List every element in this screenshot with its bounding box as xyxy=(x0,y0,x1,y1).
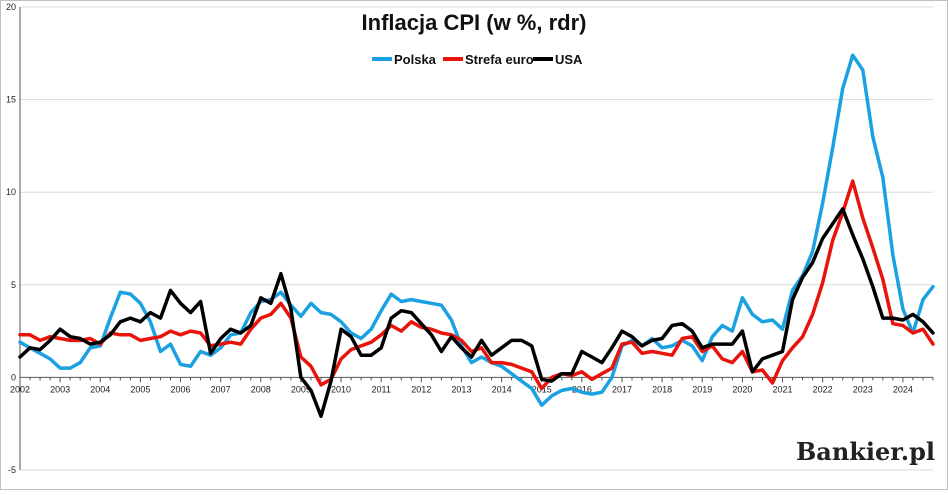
y-tick-label: 10 xyxy=(6,187,16,197)
axes: -5 0 5 10 15 20 2002 2003 2004 2005 2006 2007 2008 20… xyxy=(6,2,934,475)
series-line-polska xyxy=(18,53,935,407)
x-tick-label: 2012 xyxy=(411,384,431,394)
x-tick-label: 2023 xyxy=(853,384,873,394)
legend-label: USA xyxy=(555,52,583,67)
x-tick-label: 2008 xyxy=(251,384,271,394)
x-tick-label: 2013 xyxy=(451,384,471,394)
x-tick-label: 2007 xyxy=(211,384,231,394)
x-tick-label: 2020 xyxy=(732,384,752,394)
x-tick-label: 2017 xyxy=(612,384,632,394)
series-line-usa xyxy=(18,207,935,419)
x-tick-label: 2003 xyxy=(50,384,70,394)
y-tick-label: -5 xyxy=(8,465,16,475)
legend: Polska Strefa euro USA xyxy=(372,52,583,67)
legend-label: Polska xyxy=(394,52,437,67)
x-tick-label: 2018 xyxy=(652,384,672,394)
x-tick-label: 2005 xyxy=(130,384,150,394)
grid-lines xyxy=(20,6,933,471)
x-tick-label: 2010 xyxy=(331,384,351,394)
x-tick-label: 2016 xyxy=(572,384,592,394)
series-lines xyxy=(18,53,935,419)
x-tick-label: 2002 xyxy=(10,384,30,394)
x-tick-label: 2009 xyxy=(291,384,311,394)
x-tick-label: 2004 xyxy=(90,384,110,394)
x-tick-label: 2011 xyxy=(372,384,391,394)
brand-logo: Bankier.pl xyxy=(796,437,935,466)
y-tick-label: 0 xyxy=(11,372,16,382)
x-tick-label: 2022 xyxy=(813,384,833,394)
x-tick-label: 2014 xyxy=(492,384,512,394)
x-tick-label: 2006 xyxy=(171,384,191,394)
x-tick-label: 2021 xyxy=(772,384,792,394)
legend-label: Strefa euro xyxy=(465,52,534,67)
y-tick-label: 5 xyxy=(11,280,16,290)
x-tick-label: 2024 xyxy=(893,384,913,394)
y-tick-label: 15 xyxy=(6,95,16,105)
chart-title: Inflacja CPI (w %, rdr) xyxy=(362,10,587,35)
x-tick-label: 2019 xyxy=(692,384,712,394)
y-tick-label: 20 xyxy=(6,2,16,12)
